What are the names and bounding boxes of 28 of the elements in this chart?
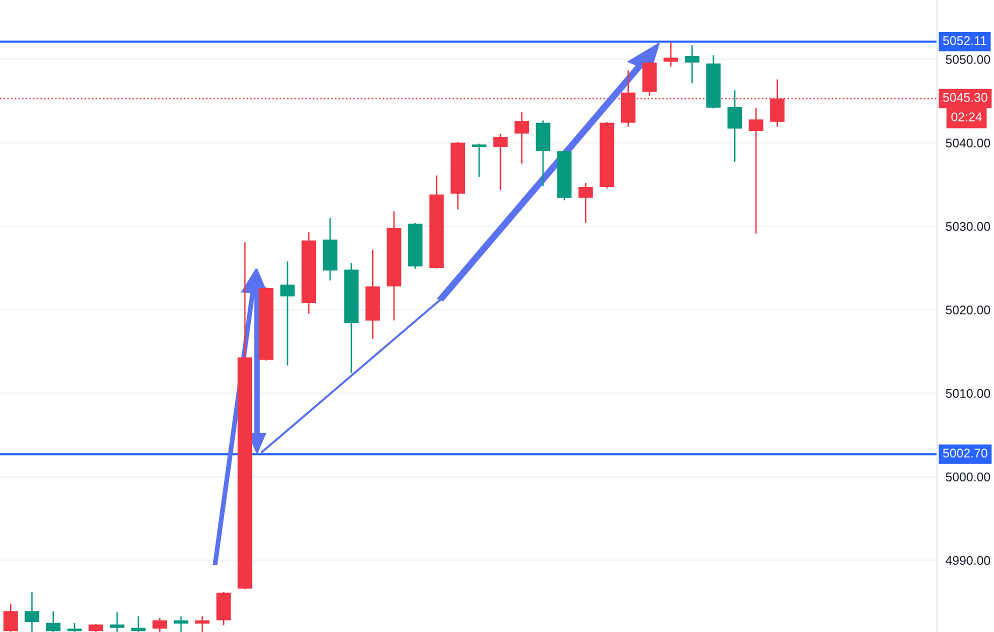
y-tick-label: 4990.00 [946, 556, 990, 565]
text: 02:24 [951, 112, 982, 122]
y-tick-label: 5040.00 [946, 138, 990, 148]
candlestick [493, 134, 508, 190]
candlestick [472, 144, 486, 177]
candlestick [110, 612, 124, 632]
ref-line-label: 5002.70 [943, 448, 988, 458]
candlestick [727, 90, 742, 162]
candlestick [46, 611, 60, 632]
candlestick [131, 616, 146, 632]
candlestick [664, 42, 678, 67]
candlestick [195, 616, 210, 632]
candlestick [280, 261, 295, 366]
candlestick [578, 182, 593, 223]
candlestick [174, 616, 188, 632]
candlestick [514, 112, 530, 164]
ref-line-label: 5052.11 [943, 36, 986, 46]
y-tick-label: 5000.00 [946, 472, 990, 482]
ref-line-label: 5045.30 [943, 93, 988, 102]
candlestick [24, 592, 40, 632]
y-tick-label: 5030.00 [946, 222, 990, 231]
y-tick-label: 5050.00 [946, 55, 990, 64]
candlestick [748, 108, 764, 234]
candlestick [152, 618, 167, 632]
y-tick-label: 5010.00 [946, 389, 990, 398]
candlestick [3, 604, 18, 632]
y-tick-label: 5020.00 [946, 306, 990, 314]
candlestick [684, 45, 700, 84]
